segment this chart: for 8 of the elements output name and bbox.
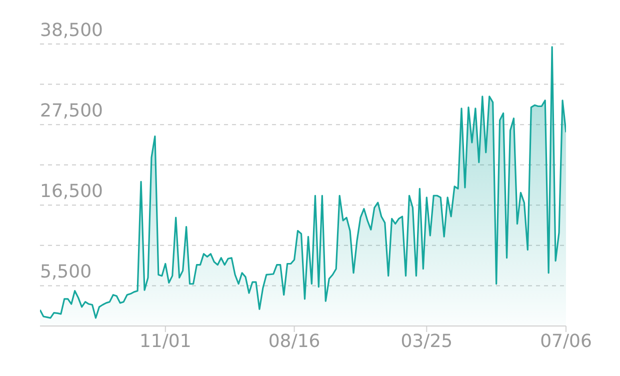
y-tick-label: 27,500 xyxy=(40,100,103,122)
y-tick-label: 38,500 xyxy=(40,20,103,41)
y-tick-label: 16,500 xyxy=(40,181,103,202)
x-tick-label: 07/06 xyxy=(540,330,592,352)
x-tick-label: 03/25 xyxy=(400,330,453,352)
x-tick-label: 08/16 xyxy=(268,330,320,352)
y-tick-label: 5,500 xyxy=(40,262,92,283)
x-tick-label: 11/01 xyxy=(139,330,192,352)
